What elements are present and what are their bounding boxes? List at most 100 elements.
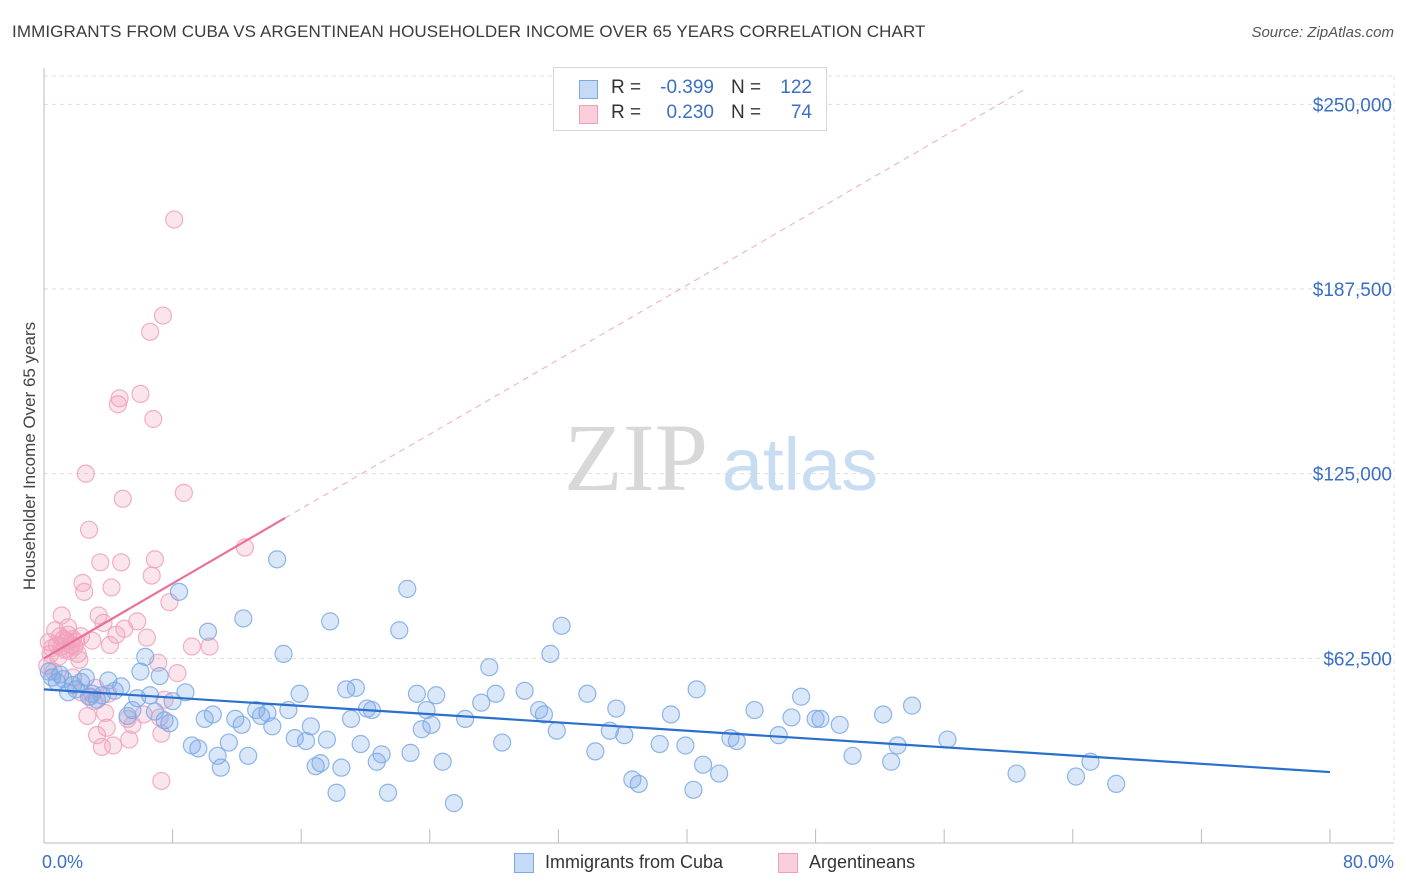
cuba-point xyxy=(401,743,420,762)
cuba-point xyxy=(1107,774,1126,794)
cuba-point xyxy=(547,721,566,740)
bottom-legend-label-argentina: Argentineans xyxy=(809,852,916,872)
watermark-atlas: atlas xyxy=(722,423,878,506)
cuba-point xyxy=(112,677,131,696)
x-tick-label-min: 0.0% xyxy=(42,852,84,872)
cuba-point xyxy=(169,582,189,601)
argentina-point xyxy=(152,771,171,791)
cuba-point xyxy=(378,783,398,802)
argentina-point xyxy=(59,618,78,637)
legend-swatch-cuba xyxy=(579,80,598,99)
cuba-point xyxy=(372,745,391,764)
bottom-legend-label-cuba: Immigrants from Cuba xyxy=(545,852,724,872)
axes xyxy=(43,68,1394,844)
cuba-point xyxy=(684,780,703,799)
cuba-point xyxy=(118,706,137,726)
cuba-point xyxy=(123,700,142,720)
cuba-point xyxy=(136,647,155,666)
argentina-point xyxy=(87,726,107,745)
watermark: ZIP atlas xyxy=(564,404,878,511)
x-tick-label-max: 80.0% xyxy=(1342,852,1394,872)
cuba-point xyxy=(317,730,337,749)
cuba-point xyxy=(422,715,441,734)
argentina-point xyxy=(165,210,184,229)
y-tick-labels: $62,500 $125,000 $187,500 $250,000 xyxy=(1313,95,1392,670)
argentina-point xyxy=(79,520,99,539)
argentina-point xyxy=(182,637,201,656)
cuba-point xyxy=(661,705,681,724)
legend-r-label: R = xyxy=(611,102,642,123)
cuba-point xyxy=(198,622,218,641)
trend-lines xyxy=(43,89,1331,774)
cuba-point xyxy=(263,717,282,736)
cuba-point xyxy=(586,742,605,761)
y-tick-label-0: $62,500 xyxy=(1323,649,1392,670)
cuba-point xyxy=(1066,767,1086,786)
cuba-point xyxy=(607,699,626,718)
cuba-point xyxy=(534,705,554,724)
cuba-point xyxy=(176,683,195,702)
cuba-point xyxy=(486,684,505,703)
cuba-point xyxy=(203,705,222,724)
argentina-point xyxy=(120,730,139,749)
cuba-point xyxy=(267,550,287,569)
argentina-point xyxy=(76,464,95,483)
y-axis-label: Householder Income Over 65 years xyxy=(20,321,39,591)
argentina-point xyxy=(52,606,71,625)
cuba-point xyxy=(843,746,862,765)
cuba-point xyxy=(232,715,251,734)
argentina-point xyxy=(83,631,102,650)
y-tick-label-3: $250,000 xyxy=(1313,95,1392,116)
cuba-point xyxy=(687,680,706,699)
cuba-point xyxy=(189,739,208,758)
argentina-point xyxy=(200,637,219,656)
cuba-point xyxy=(938,730,957,749)
cuba-point xyxy=(234,609,253,628)
cuba-point xyxy=(341,709,361,729)
legend-n-value: 74 xyxy=(790,102,812,123)
series-immigrants-from-cuba xyxy=(39,550,1126,813)
bottom-legend-swatch-cuba xyxy=(514,853,534,873)
argentina-point xyxy=(104,736,123,755)
argentina-point xyxy=(174,483,193,502)
cuba-point xyxy=(578,684,597,703)
argentina-point xyxy=(112,553,131,572)
legend-swatch-argentina xyxy=(579,105,598,124)
argentina-point xyxy=(131,384,150,403)
cuba-point xyxy=(710,764,729,783)
cuba-point xyxy=(274,644,293,663)
cuba-point xyxy=(444,794,464,813)
cuba-point xyxy=(902,696,922,715)
argentina-point xyxy=(168,664,187,683)
cuba-point xyxy=(629,774,648,794)
cuba-point xyxy=(676,736,695,755)
cuba-point xyxy=(337,680,356,699)
y-tick-label-1: $125,000 xyxy=(1313,465,1392,486)
cuba-point xyxy=(830,715,849,734)
cuba-point xyxy=(327,783,346,802)
argentina-point xyxy=(113,489,132,508)
cuba-point xyxy=(301,717,320,736)
legend-r-value: -0.399 xyxy=(660,77,714,98)
argentina-point xyxy=(97,718,116,737)
cuba-point xyxy=(615,726,634,745)
cuba-point xyxy=(306,757,325,776)
cuba-point xyxy=(541,644,560,663)
cuba-point xyxy=(208,746,227,765)
cuba-point xyxy=(650,734,669,754)
argentina-point xyxy=(95,703,115,723)
argentina-point xyxy=(75,582,94,601)
cuba-point xyxy=(239,746,258,765)
argentina-point xyxy=(100,635,120,655)
cuba-point xyxy=(332,758,351,777)
cuba-point xyxy=(290,684,309,703)
cuba-point xyxy=(515,681,534,700)
cuba-point xyxy=(472,693,491,712)
legend-n-label: N = xyxy=(731,77,762,98)
argentina-point xyxy=(145,550,165,569)
chart-title: IMMIGRANTS FROM CUBA VS ARGENTINEAN HOUS… xyxy=(12,22,926,41)
cuba-point xyxy=(311,754,330,773)
cuba-point xyxy=(247,700,266,720)
cuba-point xyxy=(285,729,304,748)
